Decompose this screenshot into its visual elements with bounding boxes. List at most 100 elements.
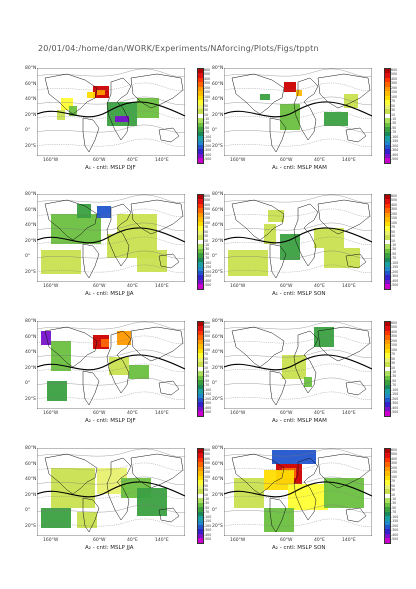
contour-line: [224, 377, 372, 386]
colorbar: [384, 68, 391, 164]
colorbar-swatch: [385, 449, 390, 454]
longitude-label: 40°E: [127, 284, 138, 289]
colorbar-swatch: [385, 113, 390, 119]
colorbar-swatch: [385, 466, 390, 472]
contour-line: [37, 208, 185, 217]
colorbar-tick-label: 150: [391, 216, 398, 221]
longitude-label: 140°E: [155, 538, 169, 543]
contour-line: [224, 82, 372, 91]
shaded-region: [77, 204, 91, 218]
colorbar-tick-label: 10: [391, 365, 396, 370]
map-panel: 80°N 60°N 40°N 20°N 0° 20°S 160°W 60°W 40°E 140°E…: [212, 319, 409, 429]
coastline: [269, 497, 287, 533]
colorbar-tick-label: 70: [204, 479, 209, 484]
colorbar-tick-label: 300: [391, 334, 398, 339]
colorbar-swatch: [198, 158, 203, 163]
colorbar-ticks: 600 500 400 300 200 150 100 70 50 30 10 -10 -30 -50 -7…: [391, 194, 398, 288]
coastline: [82, 117, 100, 153]
colorbar-tick-label: 300: [391, 207, 398, 212]
colorbar-tick-label: -200: [204, 143, 212, 148]
contour-line: [37, 96, 185, 105]
colorbar-swatch: [198, 466, 203, 472]
latitude-label: 0°: [25, 254, 31, 259]
coastline: [130, 73, 184, 109]
colorbar-swatch: [198, 322, 203, 327]
longitude-label: 160°W: [43, 284, 59, 289]
panel-caption: A₁ - cntl: MSLP SON: [272, 291, 326, 297]
colorbar-swatch: [198, 529, 203, 534]
colorbar-swatch: [198, 275, 203, 280]
longitude-label: 140°E: [155, 411, 169, 416]
longitude-label: 60°W: [93, 411, 106, 416]
colorbar-swatch: [385, 524, 390, 530]
shaded-region: [324, 112, 348, 126]
contour-line: [224, 349, 372, 358]
colorbar-swatch: [385, 335, 390, 340]
shaded-region: [264, 470, 294, 490]
latitude-label: 40°N: [25, 477, 37, 482]
coastline: [130, 199, 184, 235]
colorbar-tick-label: -30: [391, 501, 397, 506]
zero-contour: [37, 481, 185, 498]
longitude-label: 160°W: [230, 411, 246, 416]
shaded-region: [324, 248, 360, 268]
colorbar-tick-label: 150: [391, 90, 398, 95]
colorbar-tick-label: 30: [204, 361, 209, 366]
contour-line: [37, 250, 185, 259]
colorbar-swatch: [198, 86, 203, 92]
map-plot: [224, 321, 372, 409]
colorbar-tick-label: 50: [391, 483, 396, 488]
colorbar-swatch: [198, 69, 203, 74]
latitude-label: 80°N: [212, 66, 224, 71]
map-panel: 80°N 60°N 40°N 20°N 0° 20°S 160°W 60°W 40°E 140°E…: [212, 192, 409, 302]
latitude-label: 40°N: [25, 97, 37, 102]
contour-line: [224, 236, 372, 245]
colorbar-swatch: [385, 226, 390, 231]
colorbar-tick-label: -100: [391, 134, 399, 139]
colorbar-swatch: [385, 397, 390, 403]
contour-line: [224, 68, 372, 77]
latitude-label: 20°N: [212, 492, 224, 498]
colorbar-tick-label: -150: [391, 139, 399, 144]
colorbar-swatch: [385, 353, 390, 358]
contour-line: [37, 82, 185, 91]
shaded-region: [87, 92, 95, 98]
coastline: [269, 370, 287, 406]
colorbar-tick-label: -50: [204, 125, 210, 130]
latitude-label: 20°S: [25, 523, 36, 529]
colorbar-tick-label: -400: [391, 278, 399, 283]
contour-line: [37, 68, 185, 77]
colorbar: [197, 68, 204, 164]
colorbar-swatch: [198, 402, 203, 407]
latitude-label: 20°N: [25, 238, 37, 244]
zero-contour: [37, 101, 185, 118]
colorbar-swatch: [198, 362, 203, 367]
map-panel: 80°N 60°N 40°N 20°N 0° 20°S 160°W 60°W 40°E 140°E…: [25, 319, 222, 429]
colorbar-tick-label: 500: [204, 452, 211, 457]
colorbar-tick-label: 10: [204, 365, 209, 370]
colorbar-tick-label: 150: [204, 343, 211, 348]
longitude-label: 40°E: [314, 158, 325, 163]
colorbar-swatch: [385, 330, 390, 336]
contour-line: [224, 222, 372, 231]
map-plot: [37, 194, 185, 282]
colorbar-tick-label: -500: [391, 537, 399, 542]
colorbar-tick-label: 600: [204, 321, 211, 325]
colorbar-tick-label: 70: [391, 225, 396, 230]
longitude-label: 40°E: [314, 538, 325, 543]
colorbar-swatch: [385, 100, 390, 105]
coastline: [317, 326, 371, 362]
colorbar-swatch: [385, 493, 390, 499]
colorbar-tick-label: 100: [391, 474, 398, 479]
colorbar-swatch: [198, 348, 203, 354]
colorbar-swatch: [385, 475, 390, 481]
longitude-label: 140°E: [342, 158, 356, 163]
latitude-label: 20°N: [212, 238, 224, 244]
zero-contour: [37, 227, 185, 244]
colorbar-tick-label: -500: [391, 283, 399, 288]
panel-caption: A₁ - cntl: MSLP MAM: [272, 165, 327, 171]
colorbar-tick-label: -10: [391, 369, 397, 374]
zero-contour: [224, 101, 372, 118]
colorbar-swatch: [198, 480, 203, 485]
contour-line: [224, 110, 372, 119]
